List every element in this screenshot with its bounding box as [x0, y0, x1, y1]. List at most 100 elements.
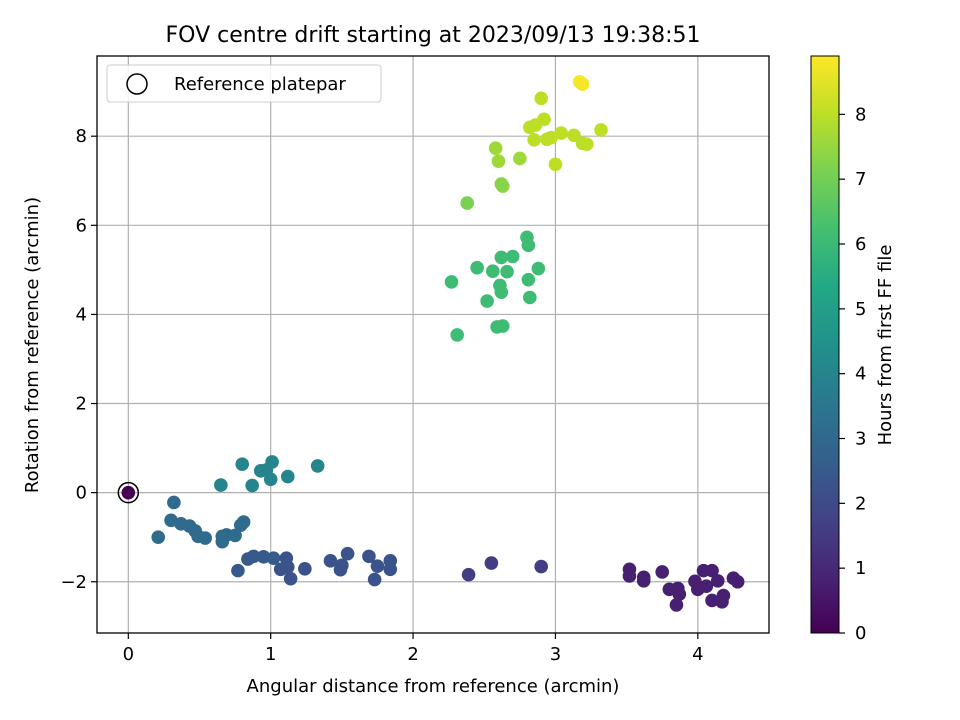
- data-point: [263, 472, 278, 487]
- x-axis-label: Angular distance from reference (arcmin): [247, 676, 620, 697]
- data-point: [362, 549, 376, 564]
- data-point: [554, 126, 568, 140]
- data-point: [444, 275, 459, 289]
- data-point: [521, 238, 536, 253]
- data-point: [370, 559, 385, 573]
- data-point: [323, 554, 338, 568]
- colorbar-tick-label: 8: [855, 104, 866, 125]
- data-point: [655, 565, 670, 579]
- data-point: [215, 534, 230, 549]
- data-point: [548, 157, 563, 172]
- colorbar-tick-label: 4: [855, 364, 866, 385]
- reference-platepar-marker: [117, 481, 140, 504]
- legend-entry-reference: Reference platepar: [174, 74, 346, 95]
- colorbar-tick-label: 5: [855, 299, 866, 320]
- data-point: [485, 264, 500, 279]
- data-point: [383, 562, 398, 577]
- data-point: [265, 455, 279, 469]
- x-axis-ticks: 0 1 2 3 4: [123, 633, 704, 665]
- y-tick-label: 4: [76, 304, 87, 325]
- data-point: [461, 567, 476, 582]
- data-point: [537, 112, 551, 127]
- data-point: [494, 250, 509, 265]
- data-point: [367, 572, 382, 587]
- data-point: [531, 261, 546, 276]
- y-tick-label: −2: [60, 572, 87, 593]
- colorbar-ticks: 0 1 2 3 4 5 6 7 8: [839, 104, 866, 644]
- reference-point: [121, 485, 136, 500]
- data-point: [484, 556, 499, 570]
- colorbar-tick-label: 6: [855, 234, 866, 255]
- data-point: [567, 128, 581, 143]
- data-point: [672, 587, 687, 602]
- data-point: [716, 588, 731, 603]
- data-point: [333, 562, 348, 577]
- data-point: [280, 469, 295, 484]
- legend-marker-reference-icon: [126, 73, 148, 95]
- data-point: [470, 260, 484, 275]
- data-point: [495, 179, 510, 193]
- data-point: [310, 459, 325, 473]
- data-point: [494, 285, 509, 299]
- y-tick-label: 8: [76, 126, 87, 147]
- data-point: [340, 546, 355, 561]
- data-point: [636, 574, 651, 588]
- grid: [97, 56, 769, 633]
- legend: Reference platepar: [106, 64, 382, 103]
- data-point: [245, 478, 259, 493]
- colorbar-tick-label: 3: [855, 429, 866, 450]
- data-points: [117, 75, 745, 612]
- data-point: [480, 294, 494, 308]
- data-point: [669, 598, 684, 612]
- data-point: [233, 518, 248, 532]
- data-point: [495, 319, 510, 333]
- data-point: [491, 154, 506, 168]
- data-point: [256, 550, 271, 564]
- data-point: [579, 137, 594, 152]
- data-point: [273, 562, 288, 577]
- colorbar-tick-label: 0: [855, 623, 866, 644]
- data-point: [710, 574, 725, 588]
- data-point: [241, 552, 255, 566]
- x-tick-label: 2: [407, 644, 418, 665]
- colorbar-gradient: [810, 55, 840, 634]
- x-tick-label: 3: [550, 644, 561, 665]
- data-point: [527, 132, 541, 147]
- data-point: [622, 569, 637, 583]
- data-point: [488, 141, 503, 156]
- colorbar-tick-label: 2: [855, 493, 866, 514]
- data-point: [521, 272, 536, 287]
- data-point: [167, 495, 181, 510]
- data-point: [594, 123, 608, 137]
- colorbar: 0 1 2 3 4 5 6 7 8 Hours from first FF file: [810, 55, 896, 644]
- data-point: [450, 328, 465, 342]
- y-axis-ticks: −2 0 2 4 6 8: [60, 126, 97, 593]
- data-point: [505, 249, 520, 264]
- legend-box: [106, 64, 382, 103]
- x-tick-label: 0: [123, 644, 134, 665]
- y-tick-label: 0: [76, 483, 87, 504]
- plot-area-frame: [96, 55, 770, 634]
- data-point: [534, 91, 549, 106]
- data-point: [283, 571, 298, 586]
- data-point: [164, 513, 178, 528]
- data-point: [699, 579, 714, 594]
- data-point: [705, 593, 719, 608]
- y-tick-label: 2: [76, 394, 87, 415]
- data-point: [214, 478, 228, 492]
- x-tick-label: 1: [265, 644, 276, 665]
- data-point: [151, 530, 166, 545]
- y-tick-label: 6: [76, 215, 87, 236]
- data-point: [500, 264, 514, 279]
- data-point: [513, 151, 527, 166]
- data-point: [235, 457, 250, 471]
- data-point: [266, 551, 281, 565]
- data-point: [705, 563, 719, 578]
- data-point: [460, 196, 474, 210]
- data-point: [298, 562, 312, 576]
- data-point: [231, 563, 245, 578]
- x-tick-label: 4: [692, 644, 703, 665]
- y-axis-label: Rotation from reference (arcmin): [22, 197, 43, 493]
